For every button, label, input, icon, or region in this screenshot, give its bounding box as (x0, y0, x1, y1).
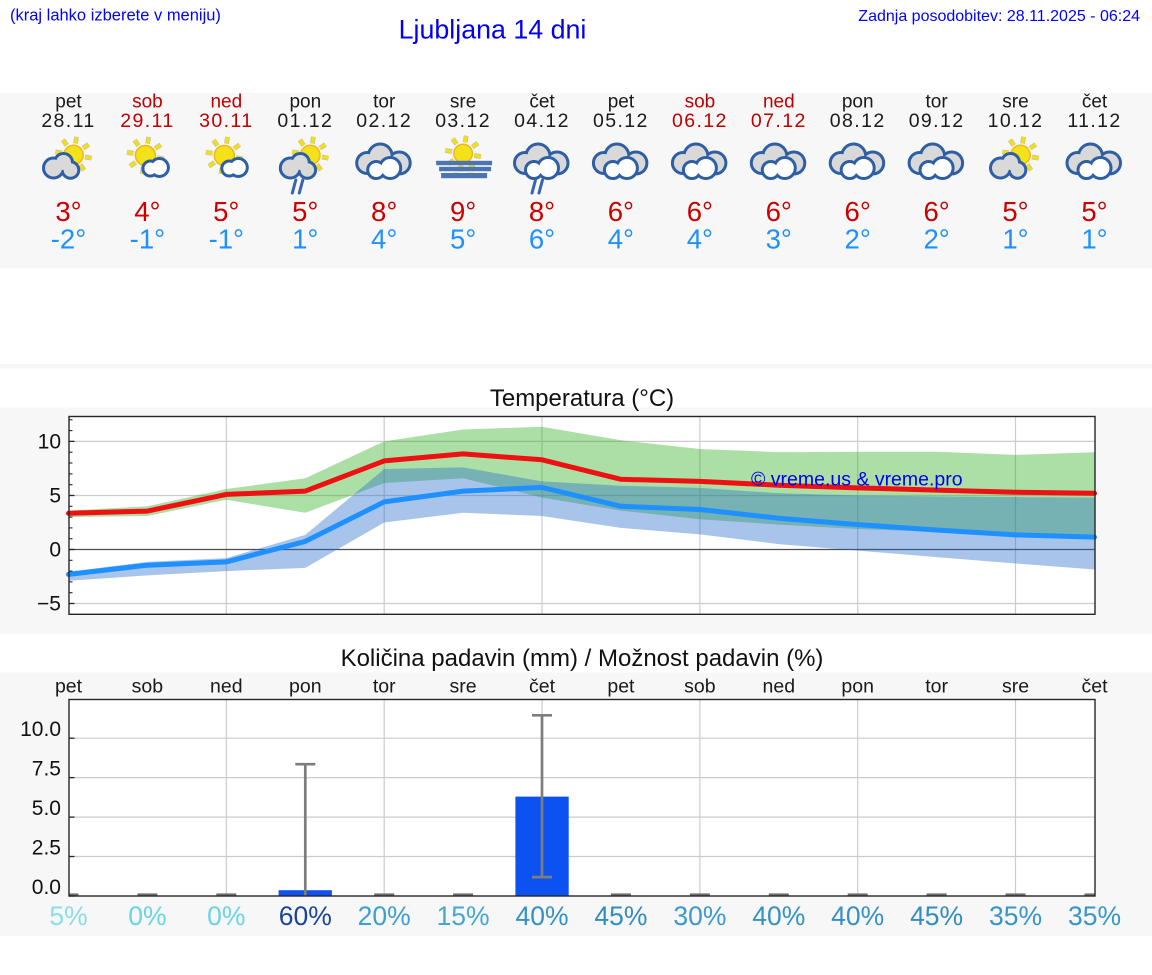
svg-text:2°: 2° (923, 224, 949, 255)
svg-text:15%: 15% (437, 901, 490, 931)
svg-text:5°: 5° (1081, 196, 1107, 227)
svg-text:sob: sob (684, 676, 716, 698)
svg-text:tor: tor (373, 676, 396, 698)
svg-text:5: 5 (49, 485, 61, 508)
svg-text:8°: 8° (371, 196, 397, 227)
svg-text:−5: −5 (37, 593, 61, 616)
svg-text:02.12: 02.12 (356, 110, 412, 132)
svg-text:ned: ned (210, 92, 242, 113)
svg-text:1°: 1° (1081, 224, 1107, 255)
svg-text:6°: 6° (845, 196, 871, 227)
svg-text:30%: 30% (673, 901, 726, 931)
svg-text:sre: sre (1002, 676, 1029, 698)
svg-text:-2°: -2° (51, 224, 86, 255)
svg-text:7.5: 7.5 (32, 758, 61, 781)
svg-text:28.11: 28.11 (41, 110, 95, 132)
svg-text:06.12: 06.12 (672, 110, 728, 132)
svg-text:pon: pon (841, 676, 874, 698)
svg-text:40%: 40% (831, 901, 884, 931)
svg-text:sre: sre (1002, 92, 1028, 113)
svg-text:6°: 6° (608, 196, 634, 227)
svg-text:10.0: 10.0 (20, 718, 61, 741)
svg-text:0.0: 0.0 (32, 876, 61, 899)
svg-text:čet: čet (1082, 92, 1108, 113)
svg-text:tor: tor (925, 676, 948, 698)
svg-text:4°: 4° (687, 224, 713, 255)
svg-text:1°: 1° (1002, 224, 1028, 255)
svg-text:Ljubljana 14 dni: Ljubljana 14 dni (399, 14, 587, 44)
svg-text:5%: 5% (49, 901, 87, 931)
svg-text:tor: tor (926, 92, 949, 113)
svg-text:45%: 45% (910, 901, 963, 931)
svg-text:ned: ned (763, 92, 795, 113)
svg-text:© vreme.us & vreme.pro: © vreme.us & vreme.pro (751, 469, 963, 491)
svg-text:pet: pet (55, 92, 82, 113)
svg-text:01.12: 01.12 (277, 110, 333, 132)
svg-text:4°: 4° (371, 224, 397, 255)
svg-text:Temperatura (°C): Temperatura (°C) (490, 385, 674, 412)
svg-text:Zadnja posodobitev: 28.11.2025: Zadnja posodobitev: 28.11.2025 - 06:24 (858, 8, 1140, 25)
svg-text:ned: ned (763, 676, 796, 698)
svg-text:5°: 5° (450, 224, 476, 255)
svg-text:45%: 45% (594, 901, 647, 931)
svg-text:35%: 35% (989, 901, 1042, 931)
svg-text:60%: 60% (279, 901, 332, 931)
svg-text:11.12: 11.12 (1067, 110, 1121, 132)
svg-text:(kraj lahko izberete v meniju): (kraj lahko izberete v meniju) (10, 7, 221, 25)
svg-text:2°: 2° (845, 224, 871, 255)
svg-text:4°: 4° (608, 224, 634, 255)
svg-text:8°: 8° (529, 196, 555, 227)
svg-text:0: 0 (49, 539, 61, 562)
svg-text:pet: pet (55, 676, 83, 698)
svg-text:03.12: 03.12 (435, 110, 491, 132)
svg-text:3°: 3° (55, 196, 81, 227)
svg-text:-1°: -1° (209, 224, 244, 255)
svg-text:sre: sre (450, 676, 477, 698)
svg-text:07.12: 07.12 (751, 110, 807, 132)
svg-text:pet: pet (608, 92, 635, 113)
svg-text:10: 10 (38, 430, 61, 453)
svg-text:40%: 40% (515, 901, 568, 931)
svg-text:2.5: 2.5 (32, 837, 61, 860)
svg-text:5°: 5° (1002, 196, 1028, 227)
svg-text:04.12: 04.12 (514, 110, 570, 132)
svg-text:pet: pet (607, 676, 635, 698)
svg-text:08.12: 08.12 (830, 110, 886, 132)
svg-text:tor: tor (373, 92, 396, 113)
svg-text:05.12: 05.12 (593, 110, 649, 132)
svg-text:-1°: -1° (130, 224, 165, 255)
svg-text:20%: 20% (358, 901, 411, 931)
svg-text:Količina padavin (mm) / Možnos: Količina padavin (mm) / Možnost padavin … (341, 645, 824, 672)
svg-text:4°: 4° (134, 196, 160, 227)
svg-text:čet: čet (1081, 676, 1108, 698)
svg-text:30.11: 30.11 (199, 110, 253, 132)
svg-text:0%: 0% (207, 901, 245, 931)
svg-text:35%: 35% (1068, 901, 1121, 931)
svg-text:6°: 6° (766, 196, 792, 227)
svg-text:pon: pon (289, 92, 321, 113)
svg-text:čet: čet (529, 676, 556, 698)
svg-text:29.11: 29.11 (120, 110, 174, 132)
svg-text:pon: pon (289, 676, 322, 698)
svg-text:9°: 9° (450, 196, 476, 227)
svg-text:09.12: 09.12 (909, 110, 965, 132)
svg-text:6°: 6° (687, 196, 713, 227)
svg-text:5°: 5° (213, 196, 239, 227)
svg-text:5.0: 5.0 (32, 797, 61, 820)
svg-text:1°: 1° (292, 224, 318, 255)
svg-text:pon: pon (842, 92, 874, 113)
svg-text:40%: 40% (752, 901, 805, 931)
svg-text:sob: sob (132, 676, 164, 698)
svg-text:6°: 6° (529, 224, 555, 255)
svg-text:5°: 5° (292, 196, 318, 227)
svg-text:ned: ned (210, 676, 243, 698)
svg-text:čet: čet (529, 92, 555, 113)
svg-text:sob: sob (685, 92, 716, 113)
svg-text:sob: sob (132, 92, 163, 113)
svg-text:0%: 0% (128, 901, 166, 931)
svg-text:sre: sre (450, 92, 476, 113)
svg-text:6°: 6° (923, 196, 949, 227)
svg-text:3°: 3° (766, 224, 792, 255)
svg-text:10.12: 10.12 (988, 110, 1044, 132)
